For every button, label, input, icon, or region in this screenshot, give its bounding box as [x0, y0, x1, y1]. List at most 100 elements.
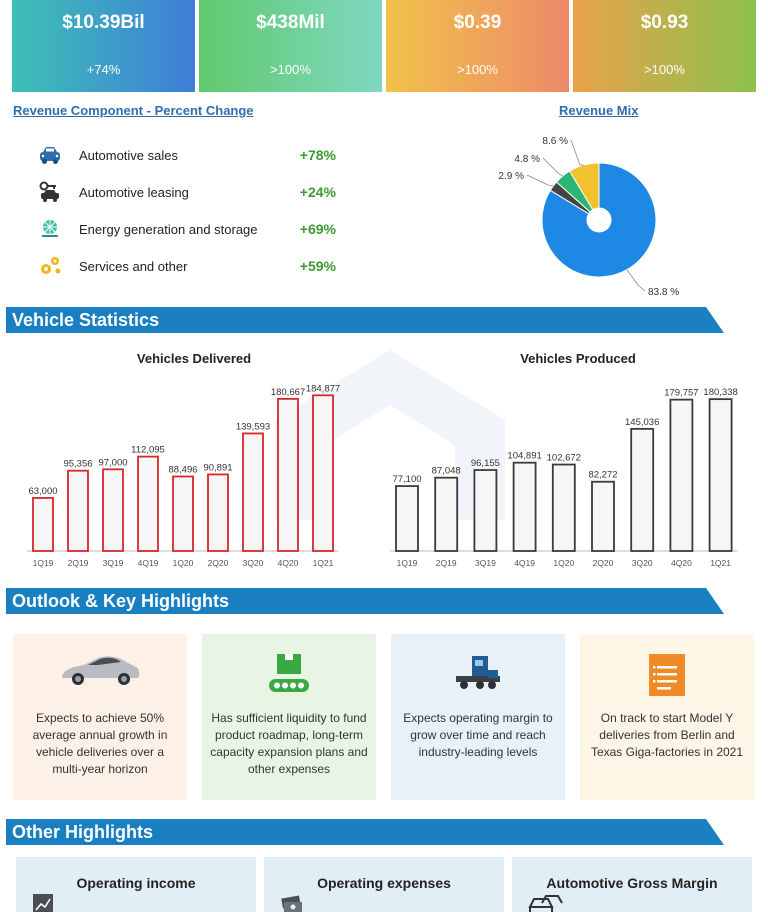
bar-value-label: 180,338	[703, 387, 737, 398]
revenue-item-label: Automotive leasing	[79, 185, 189, 200]
section-band-vehicle-statistics: Vehicle Statistics	[6, 307, 724, 333]
kpi-net-income: $438Mil >100%	[199, 0, 382, 92]
outlook-card-text: Expects operating margin to grow over ti…	[403, 711, 553, 759]
other-highlight-card: Operating income	[16, 857, 256, 912]
bar	[551, 463, 576, 552]
kpi-value: $10.39Bil	[62, 12, 145, 33]
money-stack-icon	[280, 893, 304, 912]
bar	[312, 394, 334, 552]
list-item: Energy generation and storage +69%	[36, 216, 346, 242]
section-band-outlook: Outlook & Key Highlights	[6, 588, 724, 614]
x-tick-label: 2Q19	[68, 558, 89, 568]
revenue-item-change: +59%	[299, 258, 336, 274]
outlook-card: Expects to achieve 50% average annual gr…	[13, 634, 187, 800]
bar-value-label: 88,496	[168, 464, 197, 475]
revenue-item-label: Energy generation and storage	[79, 222, 258, 237]
outlook-card-text: On track to start Model Y deliveries fro…	[590, 711, 744, 759]
revenue-item-label: Services and other	[79, 259, 188, 274]
x-tick-label: 1Q19	[397, 558, 418, 568]
section-title: Outlook & Key Highlights	[12, 591, 230, 611]
bar	[512, 461, 537, 552]
x-tick-label: 1Q20	[173, 558, 194, 568]
bar	[137, 455, 159, 552]
bar-value-label: 63,000	[28, 486, 57, 497]
x-tick-label: 1Q19	[33, 558, 54, 568]
x-tick-label: 1Q21	[313, 558, 334, 568]
pie-slice	[569, 162, 600, 211]
list-item: Automotive sales +78%	[36, 142, 346, 168]
outlook-card: On track to start Model Y deliveries fro…	[580, 634, 754, 800]
section-band-other: Other Highlights	[6, 819, 724, 845]
bar-value-label: 112,095	[131, 445, 165, 456]
kpi-adjusted-eps: $0.93 >100%	[573, 0, 756, 92]
revenue-mix-title[interactable]: Revenue Mix	[559, 103, 639, 118]
x-tick-label: 3Q20	[243, 558, 264, 568]
bar-value-label: 77,100	[392, 474, 421, 485]
x-tick-label: 1Q20	[553, 558, 574, 568]
other-highlight-card: Operating expenses	[264, 857, 504, 912]
kpi-change: >100%	[457, 62, 498, 77]
bar	[172, 475, 194, 552]
other-highlight-title: Operating income	[76, 875, 196, 891]
kpi-change: >100%	[644, 62, 685, 77]
pie-leader-line	[626, 269, 646, 292]
bar-value-label: 82,272	[588, 470, 617, 481]
bar	[669, 398, 694, 552]
x-tick-label: 3Q19	[475, 558, 496, 568]
bar	[708, 398, 733, 552]
document-icon	[647, 652, 687, 703]
bar	[277, 397, 299, 552]
bar	[67, 469, 89, 552]
revenue-component-title[interactable]: Revenue Component - Percent Change	[13, 103, 254, 118]
electric-car-icon	[58, 652, 142, 693]
conveyor-icon	[267, 652, 311, 701]
pie-label: 4.8 %	[514, 154, 540, 165]
revenue-item-change: +24%	[299, 184, 336, 200]
delivered-chart-title: Vehicles Delivered	[136, 351, 252, 366]
car-key-icon	[38, 181, 62, 203]
kpi-change: +74%	[86, 62, 121, 77]
list-item: Automotive leasing +24%	[36, 179, 346, 205]
pie-label: 83.8 %	[648, 287, 679, 298]
bar	[434, 476, 459, 552]
band-shape	[6, 307, 724, 333]
x-tick-label: 3Q20	[632, 558, 653, 568]
outlook-card-text: Expects to achieve 50% average annual gr…	[32, 711, 168, 776]
x-tick-label: 4Q20	[278, 558, 299, 568]
x-tick-label: 4Q19	[514, 558, 535, 568]
section-title: Other Highlights	[12, 822, 153, 842]
vehicles-delivered-chart: 63,000 1Q19 95,356 2Q19 97,000 3Q19 112,095 4Q1…	[27, 383, 340, 568]
bar-value-label: 145,036	[625, 417, 659, 428]
bar	[591, 480, 615, 552]
bar-value-label: 87,048	[432, 466, 461, 477]
revenue-item-change: +78%	[299, 147, 336, 163]
bar	[473, 469, 498, 552]
section-title: Vehicle Statistics	[12, 310, 160, 330]
watermark-logo	[275, 350, 505, 520]
bar	[102, 468, 124, 552]
bar	[630, 427, 655, 552]
pie-leader-line	[526, 174, 554, 187]
kpi-revenue: $10.39Bil +74%	[12, 0, 195, 92]
pie-leader-line	[570, 139, 584, 166]
x-tick-label: 1Q21	[710, 558, 731, 568]
bar	[32, 497, 54, 552]
revenue-mix-chart: 83.8 % 2.9 % 4.8 %8.6 %	[498, 136, 679, 298]
kpi-change: >100%	[270, 62, 311, 77]
kpi-value: $0.93	[640, 12, 689, 33]
vehicles-produced-chart: 77,100 1Q19 87,048 2Q19 96,155 3Q19 104,891 4Q1…	[390, 387, 738, 568]
outlook-card: Expects operating margin to grow over ti…	[391, 634, 565, 800]
pie-leader-line	[542, 157, 563, 177]
bar-value-label: 180,667	[271, 387, 305, 398]
outlook-card-text: Has sufficient liquidity to fund product…	[210, 711, 368, 776]
kpi-eps: $0.39 >100%	[386, 0, 569, 92]
bar-value-label: 139,593	[236, 421, 270, 432]
bar	[395, 485, 419, 552]
bar-value-label: 96,155	[471, 458, 500, 469]
bar	[207, 473, 229, 552]
growth-chart-icon	[32, 893, 54, 912]
x-tick-label: 2Q20	[208, 558, 229, 568]
x-tick-label: 2Q19	[436, 558, 457, 568]
band-shape	[6, 588, 724, 614]
x-tick-label: 2Q20	[593, 558, 614, 568]
